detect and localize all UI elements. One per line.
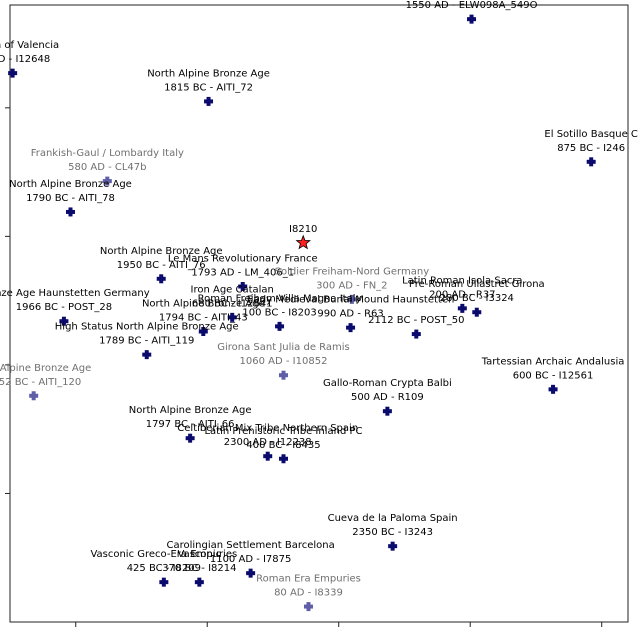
data-point-14 xyxy=(346,323,356,333)
data-point-25 xyxy=(388,541,398,551)
point-label-24: Latin Prehistoric Tribe Inland PC 400 BC … xyxy=(204,426,362,451)
data-point-28 xyxy=(194,577,204,587)
data-point-20 xyxy=(29,391,39,401)
data-point-16 xyxy=(411,329,421,339)
data-point-17 xyxy=(142,350,152,360)
tick-marks xyxy=(5,107,603,627)
point-label-21: Gallo-Roman Crypta Balbi 500 AD - R109 xyxy=(323,378,452,403)
point-label-28: Vasconic 370 BC - I8214 xyxy=(162,549,236,574)
data-point-13 xyxy=(275,321,285,331)
data-point-5 xyxy=(65,207,75,217)
point-label-12: Iron Age Catalan 680 BC - I12641 xyxy=(191,284,274,309)
data-point-18 xyxy=(278,370,288,380)
point-label-16: 2112 BC - POST_50 xyxy=(368,315,464,326)
point-label-10: Pre-Roman Ullastret Girona 280 BC - I3324 xyxy=(409,279,545,304)
data-point-10 xyxy=(472,307,482,317)
point-label-0: Post Medieval Ellwangen Germany1550 AD -… xyxy=(385,0,558,11)
point-label-13: Roman Freiham-Villa Magna Italy 100 BC - … xyxy=(198,293,362,318)
data-point-6 xyxy=(156,274,166,284)
data-point-27 xyxy=(159,577,169,587)
point-label-27: Vasconic Greco-Era Empuries 425 BC - I820… xyxy=(90,549,237,574)
data-point-22 xyxy=(185,433,195,443)
data-point-0 xyxy=(467,14,477,24)
data-point-29 xyxy=(303,602,313,612)
plot-frame xyxy=(9,4,629,623)
point-label-3: El Sotillo Basque C 875 BC - I246 xyxy=(544,129,638,154)
data-point-24 xyxy=(278,454,288,464)
point-label-22: North Alpine Bronze Age 1797 BC - AITI_66 xyxy=(129,405,252,430)
point-label-7: Le Mans Revolutionary France 1793 AD - LM… xyxy=(168,254,318,279)
point-label-5: North Alpine Bronze Age 1790 BC - AITI_78 xyxy=(9,179,132,204)
data-point-9 xyxy=(457,303,467,313)
point-label-8: Soldier Freiham-Nord Germany 300 AD - FN_… xyxy=(275,266,430,291)
data-point-11 xyxy=(59,316,69,326)
point-label-20: orth Alpine Bronze Age1752 BC - AITI_120 xyxy=(0,363,91,388)
data-point-23 xyxy=(263,451,273,461)
data-point-26 xyxy=(246,568,256,578)
data-point-15 xyxy=(198,326,208,336)
data-point-21 xyxy=(382,406,392,416)
point-label-17: High Status North Alpine Bronze Age 1789 … xyxy=(55,322,239,347)
point-label-29: Roman Era Empuries 80 AD - I8339 xyxy=(256,574,361,599)
data-point-2 xyxy=(204,96,214,106)
point-label-19: Tartessian Archaic Andalusia 600 BC - I12… xyxy=(481,356,625,381)
data-points xyxy=(8,14,596,612)
data-point-12 xyxy=(227,312,237,322)
point-label-2: North Alpine Bronze Age 1815 BC - AITI_72 xyxy=(147,68,270,93)
target-label: I8210 xyxy=(289,224,317,235)
point-label-23: Celtiberian Mix Tribe Northern Spain 2300… xyxy=(177,423,358,448)
data-point-19 xyxy=(548,384,558,394)
target-star-icon xyxy=(295,234,311,250)
data-point-7 xyxy=(238,282,248,292)
point-label-14: Early Medieval Burial Mound Haunstetten 9… xyxy=(247,295,455,320)
point-label-25: Cueva de la Paloma Spain 2350 BC - I3243 xyxy=(328,513,458,538)
data-point-1 xyxy=(8,68,18,78)
point-label-26: Carolingian Settlement Barcelona 1100 AD … xyxy=(166,540,334,565)
data-point-8 xyxy=(347,294,357,304)
point-label-15: North Alpine Bronze Age 1794 BC - AITI_43 xyxy=(142,298,265,323)
point-label-9: Latin Roman Isola Sacra 200 AD - R37 xyxy=(402,275,523,300)
point-label-1: al Taifa of Valencia00 AD - I12648 xyxy=(0,40,59,65)
data-labels: Post Medieval Ellwangen Germany1550 AD -… xyxy=(0,0,638,599)
point-label-6: North Alpine Bronze Age 1950 BC - AITI_76 xyxy=(100,246,223,271)
data-point-4 xyxy=(102,176,112,186)
point-label-18: Girona Sant Julia de Ramis 1060 AD - I108… xyxy=(217,342,350,367)
data-point-3 xyxy=(586,157,596,167)
point-label-4: Frankish-Gaul / Lombardy Italy 580 AD - C… xyxy=(31,148,184,173)
